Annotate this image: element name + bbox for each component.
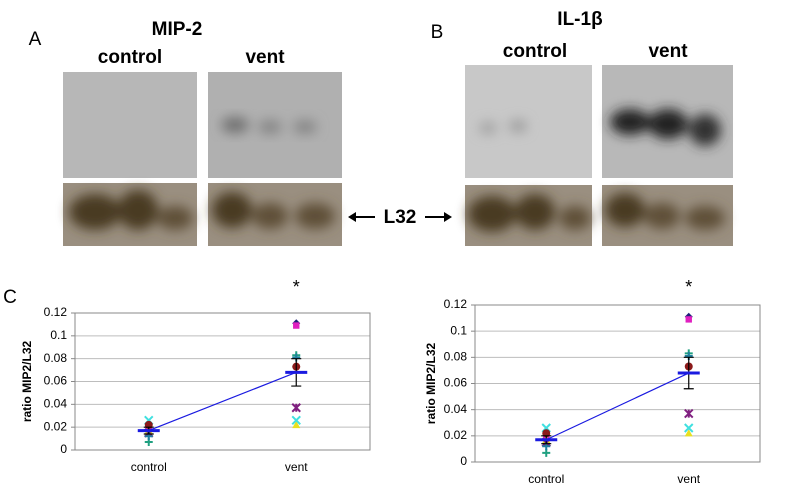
mean-line [545,372,690,441]
x-tick-label: vent [285,460,308,474]
panel-label: B [431,22,444,43]
y-tick-label: 0.08 [44,351,68,365]
y-axis-label: ratio MIP2/L32 [424,342,438,424]
loading-label: L32 [384,207,417,228]
plot-frame [74,312,371,451]
column-label: control [503,41,567,62]
y-axis-label: ratio MIP2/L32 [20,340,34,422]
y-tick-label: 0.12 [444,297,468,311]
blot-images [63,65,733,246]
y-tick-label: 0.04 [44,397,68,411]
y-tick-label: 0.06 [444,376,468,390]
point [292,420,301,429]
y-tick-label: 0.02 [44,419,68,433]
y-tick-label: 0.02 [444,428,468,442]
y-tick-label: 0.06 [44,374,68,388]
point [684,423,694,433]
y-tick-label: 0.04 [444,402,468,416]
annotation: * [685,277,692,297]
x-tick-label: control [528,472,564,486]
y-tick-label: 0.1 [450,323,467,337]
y-tick-label: 0 [60,442,67,456]
point [293,322,300,329]
blot-title: IL-1β [557,9,602,30]
point [291,403,301,413]
point [542,429,551,438]
point [291,415,301,426]
y-tick-label: 0.12 [44,305,68,319]
blot-title: MIP-2 [152,19,203,40]
y-tick-label: 0 [460,454,467,468]
point [684,429,693,437]
column-label: vent [648,41,688,62]
mean-line [148,371,297,432]
x-tick-label: vent [677,472,700,486]
point [685,316,692,323]
plot-frame [474,304,761,463]
panel-label: C [3,287,17,308]
y-tick-label: 0.08 [444,350,468,364]
point [684,408,694,419]
column-label: vent [245,47,285,68]
y-tick-label: 0.1 [50,328,67,342]
annotation: * [293,277,300,297]
x-tick-label: control [131,460,167,474]
panel-label: A [29,29,42,50]
column-label: control [98,47,162,68]
